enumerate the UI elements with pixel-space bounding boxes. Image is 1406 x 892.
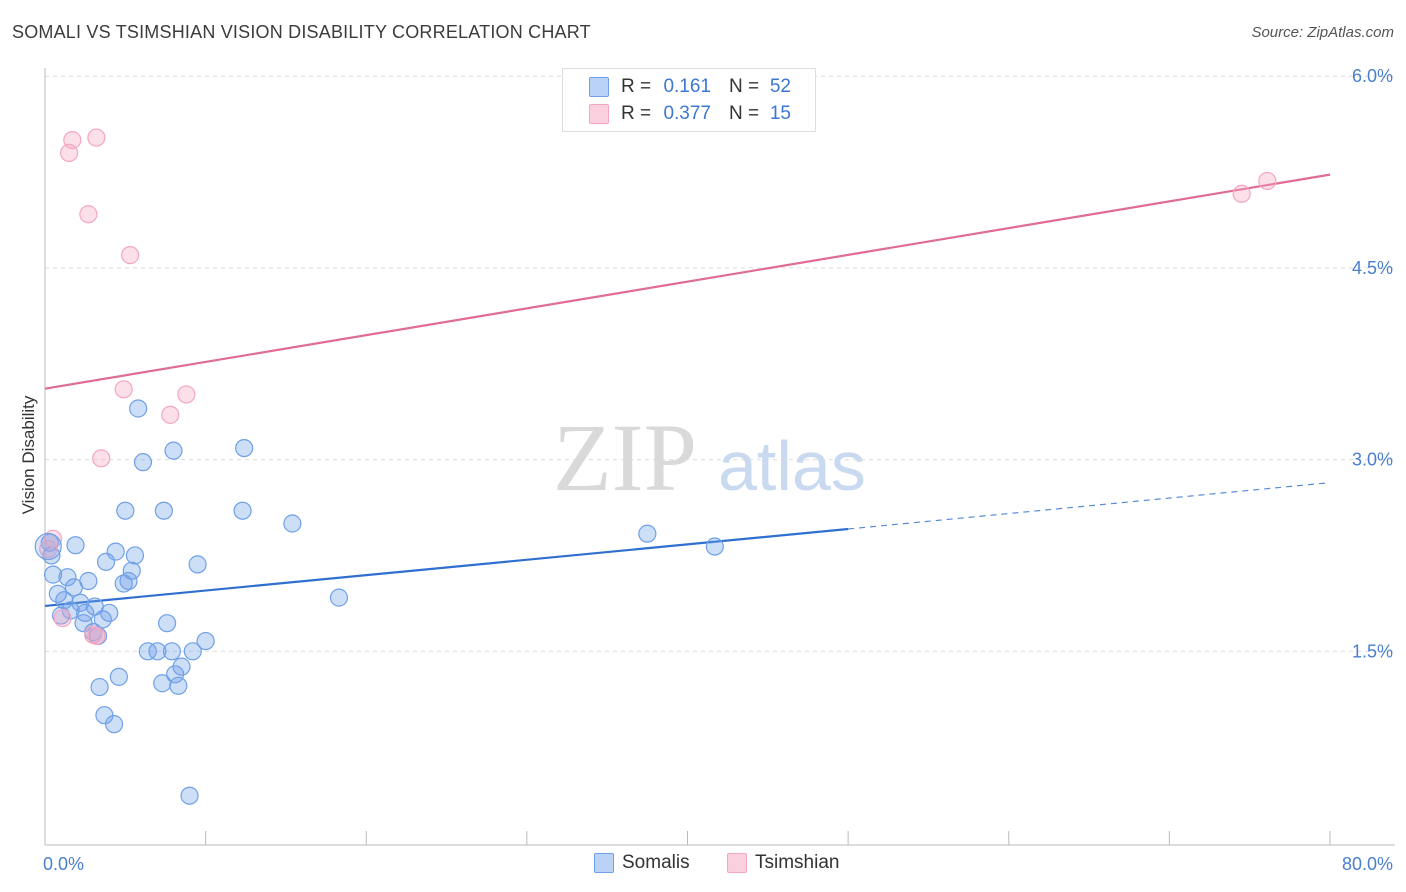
somalis-trend-extension	[848, 482, 1331, 530]
y-axis-label: Vision Disability	[19, 395, 38, 514]
somalis-point	[157, 614, 177, 633]
somalis-point	[705, 537, 724, 556]
y-tick-label: 4.5%	[1352, 258, 1393, 278]
chart-source: Source: ZipAtlas.com	[1251, 24, 1394, 41]
legend-r-label: R =	[621, 76, 652, 97]
legend-swatch-tsimshian	[589, 104, 609, 124]
bottom-legend-label-tsimshian: Tsimshian	[755, 852, 840, 873]
legend-r-value: 0.377	[663, 103, 711, 124]
somalis-point-large	[34, 532, 62, 561]
tsimshian-trend-line	[44, 173, 1331, 390]
legend-n-label: N =	[729, 103, 760, 124]
legend-swatch-somalis	[589, 77, 609, 97]
y-tick-label: 1.5%	[1352, 641, 1393, 661]
somalis-point	[66, 536, 85, 555]
somalis-point	[106, 542, 125, 561]
somalis-point	[114, 574, 133, 593]
tsimshian-point	[79, 205, 98, 224]
watermark: ZIP atlas	[553, 404, 866, 511]
legend-n-value: 52	[769, 76, 791, 97]
y-tick-label: 6.0%	[1352, 66, 1393, 86]
axes	[44, 68, 1395, 846]
watermark-atlas: atlas	[718, 427, 866, 505]
legend-r-label: R =	[621, 103, 652, 124]
somalis-point	[122, 561, 141, 580]
somalis-point	[116, 501, 135, 520]
somalis-point	[154, 501, 173, 520]
tsimshian-point	[43, 529, 63, 548]
somalis-point	[79, 571, 98, 591]
somalis-point	[164, 441, 183, 460]
somalis-point	[133, 453, 153, 472]
somalis-point	[100, 603, 119, 623]
somalis-point	[71, 593, 90, 612]
tsimshian-point	[87, 128, 106, 147]
stats-legend: R = 0.161 N = 52 R = 0.377 N = 15	[562, 68, 816, 132]
somalis-point	[125, 546, 145, 565]
grid-lines	[45, 75, 1395, 652]
somalis-point	[169, 676, 188, 695]
legend-row-somalis: R = 0.161 N = 52	[563, 74, 815, 100]
somalis-point	[138, 642, 157, 661]
x-tick-label: 80.0%	[1342, 854, 1393, 874]
trend-lines	[44, 173, 1331, 608]
tsimshian-point	[92, 449, 111, 468]
somalis-point	[188, 555, 207, 574]
tick-labels: 1.5% 3.0% 4.5% 6.0% 0.0% 80.0%	[43, 66, 1393, 874]
somalis-point	[58, 568, 77, 587]
tsimshian-point	[53, 608, 72, 628]
bottom-legend-swatch-somalis	[594, 853, 614, 873]
somalis-point	[90, 677, 109, 697]
somalis-point	[119, 571, 138, 591]
tsimshian-point	[39, 539, 58, 559]
somalis-point	[638, 524, 657, 543]
y-tick-label: 3.0%	[1352, 450, 1393, 470]
tsimshian-point	[87, 626, 106, 646]
somalis-point	[162, 642, 181, 661]
somalis-point	[180, 786, 199, 805]
somalis-point	[172, 657, 191, 676]
tsimshian-point	[1232, 184, 1251, 203]
somalis-point	[148, 642, 167, 661]
somalis-trend-line	[44, 527, 849, 608]
tsimshian-point	[121, 246, 140, 265]
chart-title: SOMALI VS TSIMSHIAN VISION DISABILITY CO…	[12, 22, 591, 42]
tsimshian-point	[161, 405, 180, 424]
watermark-zip: ZIP	[553, 404, 697, 511]
tsimshian-point	[1258, 171, 1277, 191]
bottom-legend-label-somalis: Somalis	[622, 852, 690, 873]
somalis-point	[329, 588, 349, 607]
tsimshian-point	[63, 131, 82, 150]
somalis-point	[233, 501, 252, 520]
legend-n-value: 15	[769, 103, 791, 124]
somalis-point	[76, 603, 95, 623]
tsimshian-point	[114, 380, 133, 399]
legend-n-label: N =	[729, 76, 760, 97]
somalis-point	[109, 667, 128, 686]
somalis-point	[196, 631, 215, 651]
somalis-point	[235, 438, 254, 458]
somalis-point	[129, 399, 148, 418]
legend-r-value: 0.161	[663, 76, 711, 97]
somalis-point	[43, 565, 63, 584]
somalis-point	[283, 514, 302, 533]
legend-row-tsimshian: R = 0.377 N = 15	[563, 101, 815, 127]
bottom-legend-swatch-tsimshian	[727, 853, 747, 873]
data-points	[34, 128, 1277, 805]
tsimshian-point	[177, 385, 196, 404]
somalis-point	[183, 642, 202, 661]
somalis-point	[104, 715, 124, 734]
x-tick-label: 0.0%	[43, 854, 84, 874]
